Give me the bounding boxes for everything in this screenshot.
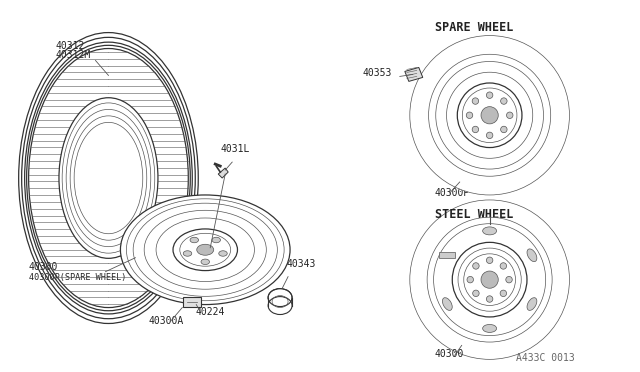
Text: 40353: 40353 — [363, 68, 392, 78]
Circle shape — [506, 112, 513, 119]
Circle shape — [481, 107, 499, 124]
Ellipse shape — [483, 324, 497, 333]
Circle shape — [410, 200, 570, 359]
Ellipse shape — [156, 218, 255, 282]
Circle shape — [500, 263, 507, 269]
Circle shape — [452, 242, 527, 317]
Ellipse shape — [201, 259, 209, 264]
Polygon shape — [405, 67, 423, 81]
Text: 4031L: 4031L — [220, 144, 250, 154]
Text: 40300P(SPARE WHEEL): 40300P(SPARE WHEEL) — [29, 273, 126, 282]
Text: A433C 0013: A433C 0013 — [516, 353, 574, 363]
Text: 40300: 40300 — [29, 262, 58, 272]
Ellipse shape — [527, 298, 537, 310]
Ellipse shape — [527, 249, 537, 262]
Circle shape — [418, 208, 561, 352]
Circle shape — [458, 83, 522, 148]
Text: STEEL WHEEL: STEEL WHEEL — [435, 208, 513, 221]
Circle shape — [464, 254, 515, 305]
Circle shape — [473, 263, 479, 269]
Circle shape — [486, 92, 493, 99]
Ellipse shape — [212, 237, 220, 243]
Ellipse shape — [190, 237, 198, 243]
Text: 40300P: 40300P — [435, 188, 470, 198]
Circle shape — [486, 257, 493, 263]
Ellipse shape — [483, 227, 497, 235]
Text: 40343: 40343 — [286, 259, 316, 269]
Ellipse shape — [268, 296, 292, 314]
Circle shape — [500, 126, 507, 133]
Circle shape — [472, 126, 479, 133]
Circle shape — [436, 61, 543, 169]
Circle shape — [467, 276, 474, 283]
Text: SPARE WHEEL: SPARE WHEEL — [435, 20, 513, 33]
Circle shape — [473, 290, 479, 296]
Circle shape — [447, 72, 532, 158]
Ellipse shape — [442, 298, 452, 310]
Text: 40312M: 40312M — [56, 51, 91, 61]
Text: 40300: 40300 — [435, 349, 464, 359]
Circle shape — [429, 54, 550, 176]
Circle shape — [486, 296, 493, 302]
Circle shape — [500, 290, 507, 296]
Polygon shape — [439, 252, 455, 258]
Ellipse shape — [219, 251, 227, 256]
Circle shape — [467, 112, 473, 119]
Circle shape — [500, 98, 507, 104]
Ellipse shape — [173, 229, 237, 270]
Circle shape — [481, 271, 499, 288]
Circle shape — [427, 217, 552, 342]
Polygon shape — [218, 168, 228, 178]
Circle shape — [506, 276, 512, 283]
Circle shape — [433, 224, 546, 336]
Ellipse shape — [59, 98, 158, 258]
Ellipse shape — [196, 244, 214, 255]
Ellipse shape — [144, 210, 266, 289]
Ellipse shape — [133, 203, 277, 296]
Ellipse shape — [126, 199, 284, 301]
Circle shape — [418, 44, 561, 187]
Circle shape — [486, 132, 493, 139]
Text: 40312: 40312 — [56, 41, 85, 51]
Circle shape — [410, 36, 570, 195]
Ellipse shape — [120, 195, 290, 305]
Circle shape — [472, 98, 479, 104]
Text: 40300A: 40300A — [148, 317, 184, 327]
Circle shape — [414, 204, 566, 355]
Circle shape — [414, 39, 566, 191]
Ellipse shape — [183, 251, 192, 256]
Ellipse shape — [268, 289, 292, 307]
Text: 40224: 40224 — [195, 307, 225, 317]
Polygon shape — [183, 296, 201, 307]
